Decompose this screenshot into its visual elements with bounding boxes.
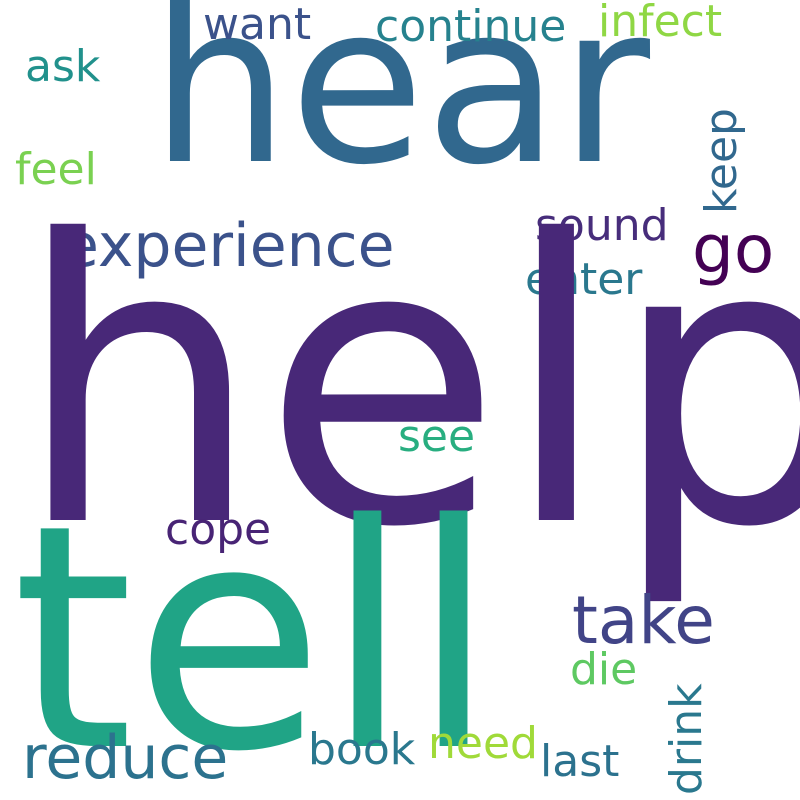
word-sound: sound <box>535 200 669 251</box>
word-feel: feel <box>15 144 97 195</box>
word-experience: experience <box>62 211 395 281</box>
word-drink: drink <box>661 683 712 795</box>
word-help: help <box>15 158 800 612</box>
word-book: book <box>308 724 416 775</box>
word-last: last <box>540 736 620 787</box>
word-need: need <box>428 718 538 769</box>
word-take: take <box>572 582 715 659</box>
word-go: go <box>692 211 775 288</box>
word-enter: enter <box>525 254 643 305</box>
word-ask: ask <box>25 41 101 92</box>
word-reduce: reduce <box>22 723 229 793</box>
word-see: see <box>398 411 476 462</box>
word-continue: continue <box>375 1 567 52</box>
word-cope: cope <box>165 504 272 555</box>
word-infect: infect <box>598 0 723 47</box>
word-die: die <box>570 644 638 695</box>
word-tell: tell <box>12 459 497 800</box>
word-want: want <box>203 0 312 50</box>
word-hear: hear <box>150 0 651 213</box>
